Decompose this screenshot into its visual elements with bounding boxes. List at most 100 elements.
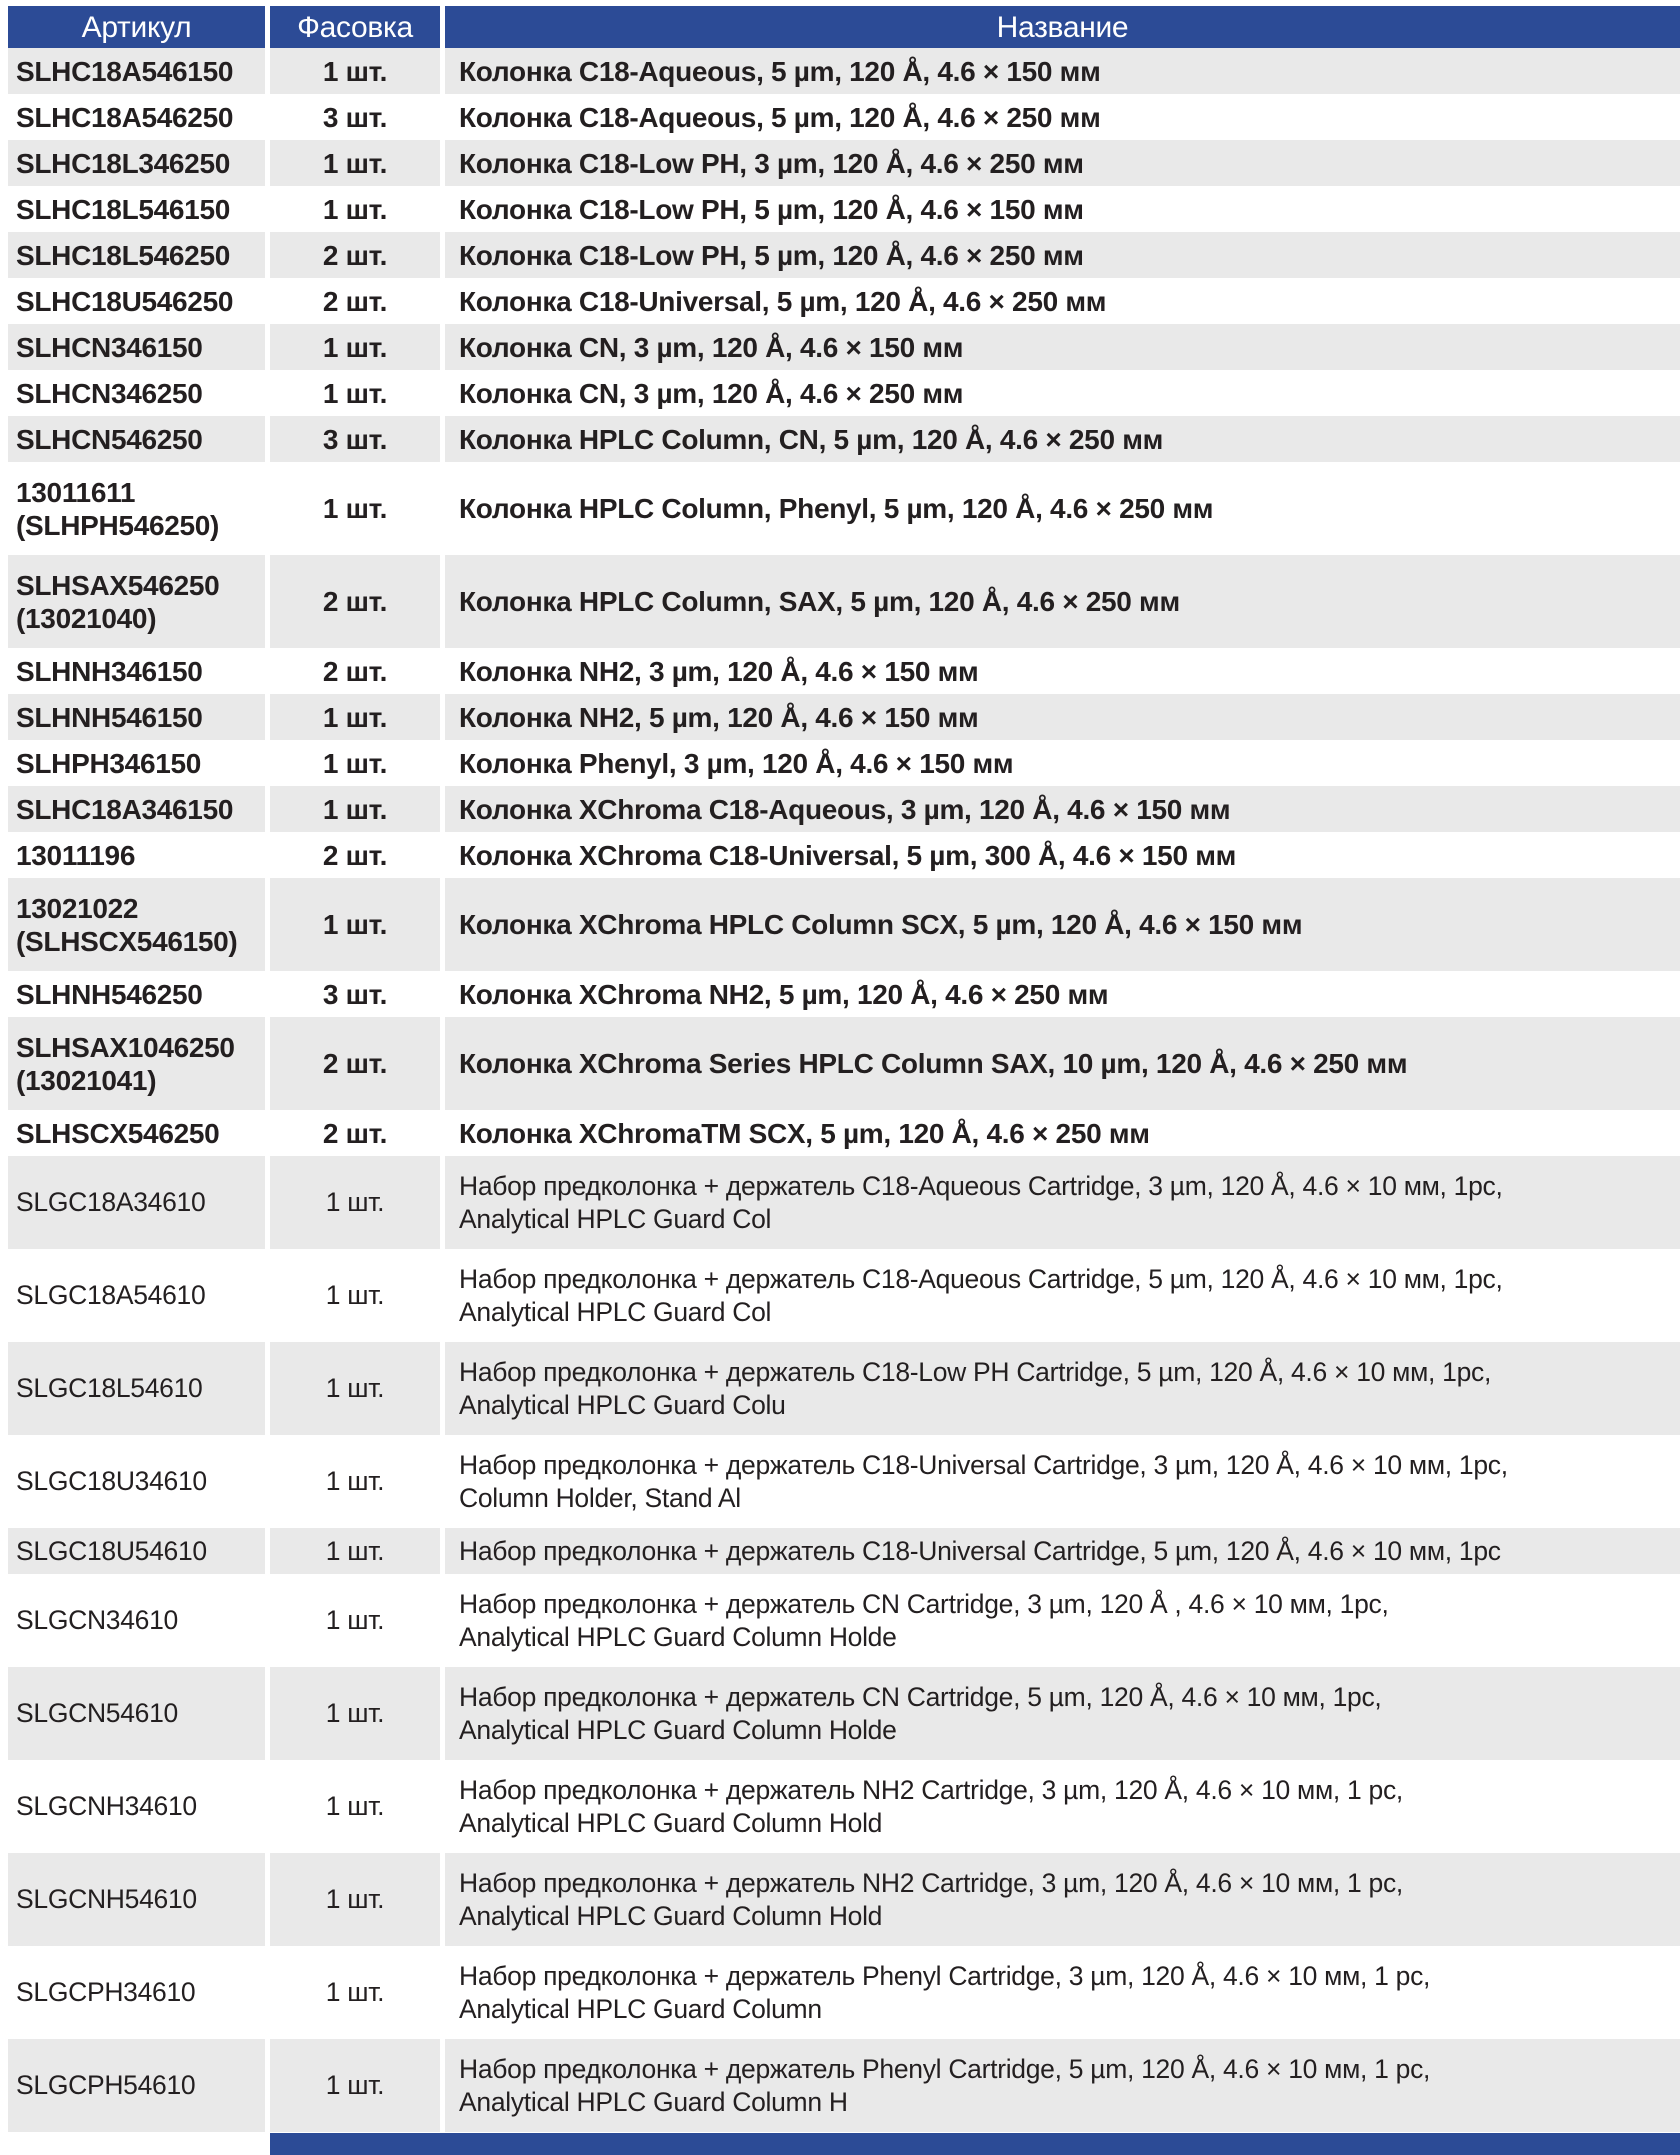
article-cell: SLGCPH54610 [8,2039,265,2132]
table-row: SLHNH346150 2 шт. Колонка NH2, 3 µm, 120… [8,648,1680,694]
pack-cell: 1 шт. [270,1853,440,1946]
name-cell: Набор предколонка + держатель NH2 Cartri… [445,1853,1680,1946]
article-cell: SLHCN546250 [8,416,265,462]
article-cell: SLGCNH34610 [16,1791,197,1821]
table-row: SLHC18U546250 2 шт. Колонка C18-Universa… [8,278,1680,324]
table-row: SLGCN54610 1 шт. Набор предколонка + дер… [8,1667,1680,1760]
name-cell: Колонка HPLC Column, SAX, 5 µm, 120 Å, 4… [445,555,1680,648]
table-row: SLHCN346250 1 шт. Колонка CN, 3 µm, 120 … [8,370,1680,416]
pack-cell: 2 шт. [270,1017,440,1110]
pack-cell: 1 шт. [270,1342,440,1435]
table-row: 13011611 (SLHPH546250) 1 шт. Колонка HPL… [8,462,1680,555]
article-cell: 13011196 [16,839,136,871]
name-cell: Колонка NH2, 5 µm, 120 Å, 4.6 × 150 мм [445,694,1680,740]
article-cell: SLGC18U54610 [8,1528,265,1574]
pack-cell: 3 шт. [270,416,440,462]
table-row: SLHCN346150 1 шт. Колонка CN, 3 µm, 120 … [8,324,1680,370]
table-body: SLHC18A546150 1 шт. Колонка C18-Aqueous,… [8,48,1680,2132]
article-cell: SLGC18A34610 [8,1156,265,1249]
article-cell: SLHC18L546250 [8,232,265,278]
article-cell: SLHNH546250 [16,978,203,1010]
article-cell: SLGCN34610 [16,1605,178,1635]
table-row: SLHSCX546250 2 шт. Колонка XChromaTM SCX… [8,1110,1680,1156]
name-cell: Набор предколонка + держатель CN Cartrid… [445,1667,1680,1760]
article-cell: SLHCN346150 [8,324,265,370]
table-row: SLGCNH34610 1 шт. Набор предколонка + де… [8,1760,1680,1853]
table-row: SLGCPH54610 1 шт. Набор предколонка + де… [8,2039,1680,2132]
article-cell: SLGC18L54610 [8,1342,265,1435]
pack-cell: 1 шт. [270,48,440,94]
pack-cell: 1 шт. [270,694,440,740]
name-cell: Набор предколонка + держатель C18-Univer… [459,1449,1508,1513]
article-cell: SLHPH346150 [16,747,202,779]
name-cell: Колонка C18-Aqueous, 5 µm, 120 Å, 4.6 × … [445,48,1680,94]
article-cell: SLGC18A54610 [16,1280,206,1310]
name-cell: Набор предколонка + держатель Phenyl Car… [459,1960,1431,2024]
product-table: Артикул Фасовка Название SLHC18A546150 1… [8,6,1680,2132]
pack-cell: 1 шт. [325,1791,385,1821]
name-cell: Колонка XChroma C18-Aqueous, 3 µm, 120 Å… [445,786,1680,832]
header-article: Артикул [8,6,265,48]
pack-cell: 1 шт. [270,1667,440,1760]
name-cell: Набор предколонка + держатель C18-Univer… [445,1528,1680,1574]
name-cell: Колонка C18-Low PH, 3 µm, 120 Å, 4.6 × 2… [445,140,1680,186]
name-cell: Набор предколонка + держатель CN Cartrid… [459,1588,1389,1652]
table-row: 13011196 2 шт. Колонка XChroma C18-Unive… [8,832,1680,878]
table-row: SLHPH346150 1 шт. Колонка Phenyl, 3 µm, … [8,740,1680,786]
article-cell: SLHCN346250 [16,377,203,409]
pack-cell: 1 шт. [322,747,388,779]
name-cell: Набор предколонка + держатель C18-Low PH… [445,1342,1680,1435]
pack-cell: 2 шт. [270,555,440,648]
table-row: SLGC18L54610 1 шт. Набор предколонка + д… [8,1342,1680,1435]
name-cell: Колонка XChroma HPLC Column SCX, 5 µm, 1… [445,878,1680,971]
article-cell: SLHC18U546250 [16,285,234,317]
name-cell: Колонка XChroma Series HPLC Column SAX, … [445,1017,1680,1110]
name-cell: Колонка HPLC Column, CN, 5 µm, 120 Å, 4.… [445,416,1680,462]
table-row: SLHSAX1046250 (13021041) 2 шт. Колонка X… [8,1017,1680,1110]
article-cell: SLHNH546150 [8,694,265,740]
pack-cell: 1 шт. [325,1605,385,1635]
table-row: SLGC18A54610 1 шт. Набор предколонка + д… [8,1249,1680,1342]
table-row: SLGCPH34610 1 шт. Набор предколонка + де… [8,1946,1680,2039]
name-cell: Колонка Phenyl, 3 µm, 120 Å, 4.6 × 150 м… [459,747,1014,779]
article-cell: SLHC18L346250 [8,140,265,186]
name-cell: Колонка XChroma C18-Universal, 5 µm, 300… [459,839,1237,871]
article-cell: SLHSAX1046250 (13021041) [8,1017,265,1110]
table-row: SLGC18U34610 1 шт. Набор предколонка + д… [8,1435,1680,1528]
article-cell: SLHC18L546150 [16,193,231,225]
pack-cell: 1 шт. [322,493,388,524]
pack-cell: 1 шт. [322,193,388,225]
pack-cell: 1 шт. [270,1528,440,1574]
article-cell: 13021022 (SLHSCX546150) [8,878,265,971]
table-row: SLGC18A34610 1 шт. Набор предколонка + д… [8,1156,1680,1249]
header-pack: Фасовка [270,6,440,48]
name-cell: Набор предколонка + держатель C18-Aqueou… [445,1156,1680,1249]
pack-cell: 1 шт. [270,786,440,832]
pack-cell: 2 шт. [322,655,388,687]
name-cell: Колонка C18-Low PH, 5 µm, 120 Å, 4.6 × 1… [459,193,1084,225]
pack-cell: 2 шт. [322,1117,388,1149]
article-cell: SLGCNH54610 [8,1853,265,1946]
table-row: SLHSAX546250 (13021040) 2 шт. Колонка HP… [8,555,1680,648]
name-cell: Колонка CN, 3 µm, 120 Å, 4.6 × 150 мм [445,324,1680,370]
table-row: 13021022 (SLHSCX546150) 1 шт. Колонка XC… [8,878,1680,971]
table-row: SLHCN546250 3 шт. Колонка HPLC Column, C… [8,416,1680,462]
pack-cell: 1 шт. [270,2039,440,2132]
name-cell: Набор предколонка + держатель C18-Aqueou… [459,1263,1503,1327]
article-cell: SLHNH346150 [16,655,203,687]
name-cell: Колонка HPLC Column, Phenyl, 5 µm, 120 Å… [459,493,1214,524]
pack-cell: 1 шт. [270,1156,440,1249]
table-header-row: Артикул Фасовка Название [8,6,1680,48]
pack-cell: 1 шт. [325,1466,385,1496]
article-cell: SLGCN54610 [8,1667,265,1760]
pack-cell: 2 шт. [270,232,440,278]
table-row: SLHNH546250 3 шт. Колонка XChroma NH2, 5… [8,971,1680,1017]
table-row: SLHC18A546250 3 шт. Колонка C18-Aqueous,… [8,94,1680,140]
pack-cell: 1 шт. [270,140,440,186]
pack-cell: 2 шт. [322,285,388,317]
article-cell: SLGCPH34610 [16,1977,196,2007]
name-cell: Колонка NH2, 3 µm, 120 Å, 4.6 × 150 мм [459,655,979,687]
name-cell: Колонка CN, 3 µm, 120 Å, 4.6 × 250 мм [459,377,964,409]
table-row: SLHC18L546250 2 шт. Колонка C18-Low PH, … [8,232,1680,278]
